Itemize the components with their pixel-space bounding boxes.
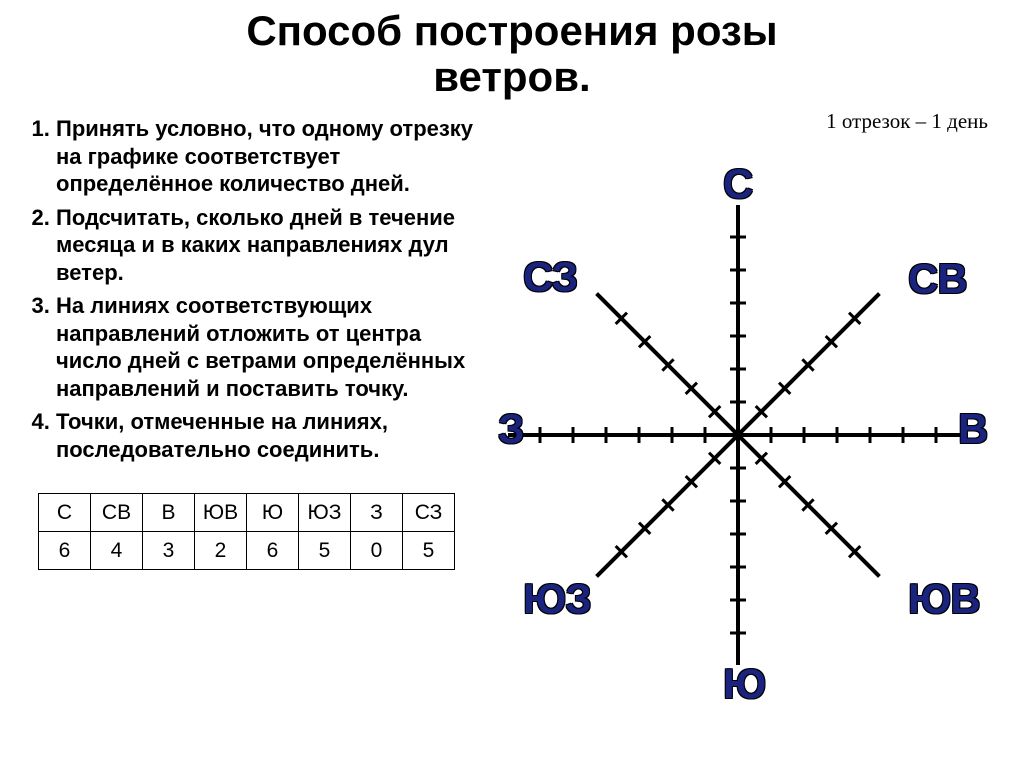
left-column: Принять условно, что одному отрезку на г… <box>18 105 478 725</box>
table-cell: 2 <box>195 532 247 570</box>
table-cell: 3 <box>143 532 195 570</box>
direction-label-w: З <box>498 405 523 453</box>
table-header: ЮЗ <box>299 494 351 532</box>
table-header: З <box>351 494 403 532</box>
direction-label-ne: СВ <box>908 255 967 303</box>
table-row: С СВ В ЮВ Ю ЮЗ З СЗ <box>39 494 455 532</box>
table-header: В <box>143 494 195 532</box>
table-header: СВ <box>91 494 143 532</box>
table-row: 6 4 3 2 6 5 0 5 <box>39 532 455 570</box>
step-item: Точки, отмеченные на линиях, последовате… <box>56 408 478 463</box>
data-table-wrap: С СВ В ЮВ Ю ЮЗ З СЗ 6 4 3 2 6 5 0 <box>38 493 478 570</box>
table-cell: 5 <box>403 532 455 570</box>
compass-diagram: 1 отрезок – 1 день ССВВЮВЮЮЗЗСЗ <box>478 105 998 725</box>
table-cell: 0 <box>351 532 403 570</box>
steps-list: Принять условно, что одному отрезку на г… <box>18 115 478 463</box>
table-cell: 6 <box>247 532 299 570</box>
data-table: С СВ В ЮВ Ю ЮЗ З СЗ 6 4 3 2 6 5 0 <box>38 493 455 570</box>
table-header: Ю <box>247 494 299 532</box>
direction-label-se: ЮВ <box>908 575 980 623</box>
step-item: На линиях соответствующих направлений от… <box>56 292 478 402</box>
table-cell: 4 <box>91 532 143 570</box>
step-item: Принять условно, что одному отрезку на г… <box>56 115 478 198</box>
table-header: СЗ <box>403 494 455 532</box>
direction-label-s: Ю <box>723 660 765 708</box>
table-cell: 6 <box>39 532 91 570</box>
direction-label-sw: ЮЗ <box>523 575 591 623</box>
table-cell: 5 <box>299 532 351 570</box>
step-item: Подсчитать, сколько дней в течение месяц… <box>56 204 478 287</box>
page-title: Способ построения розы ветров. <box>0 0 1024 100</box>
title-line1: Способ построения розы <box>0 8 1024 54</box>
title-line2: ветров. <box>0 54 1024 100</box>
table-header: С <box>39 494 91 532</box>
content-row: Принять условно, что одному отрезку на г… <box>0 105 1024 725</box>
table-header: ЮВ <box>195 494 247 532</box>
direction-label-nw: СЗ <box>523 253 577 301</box>
direction-label-e: В <box>958 405 987 453</box>
direction-label-n: С <box>723 160 752 208</box>
